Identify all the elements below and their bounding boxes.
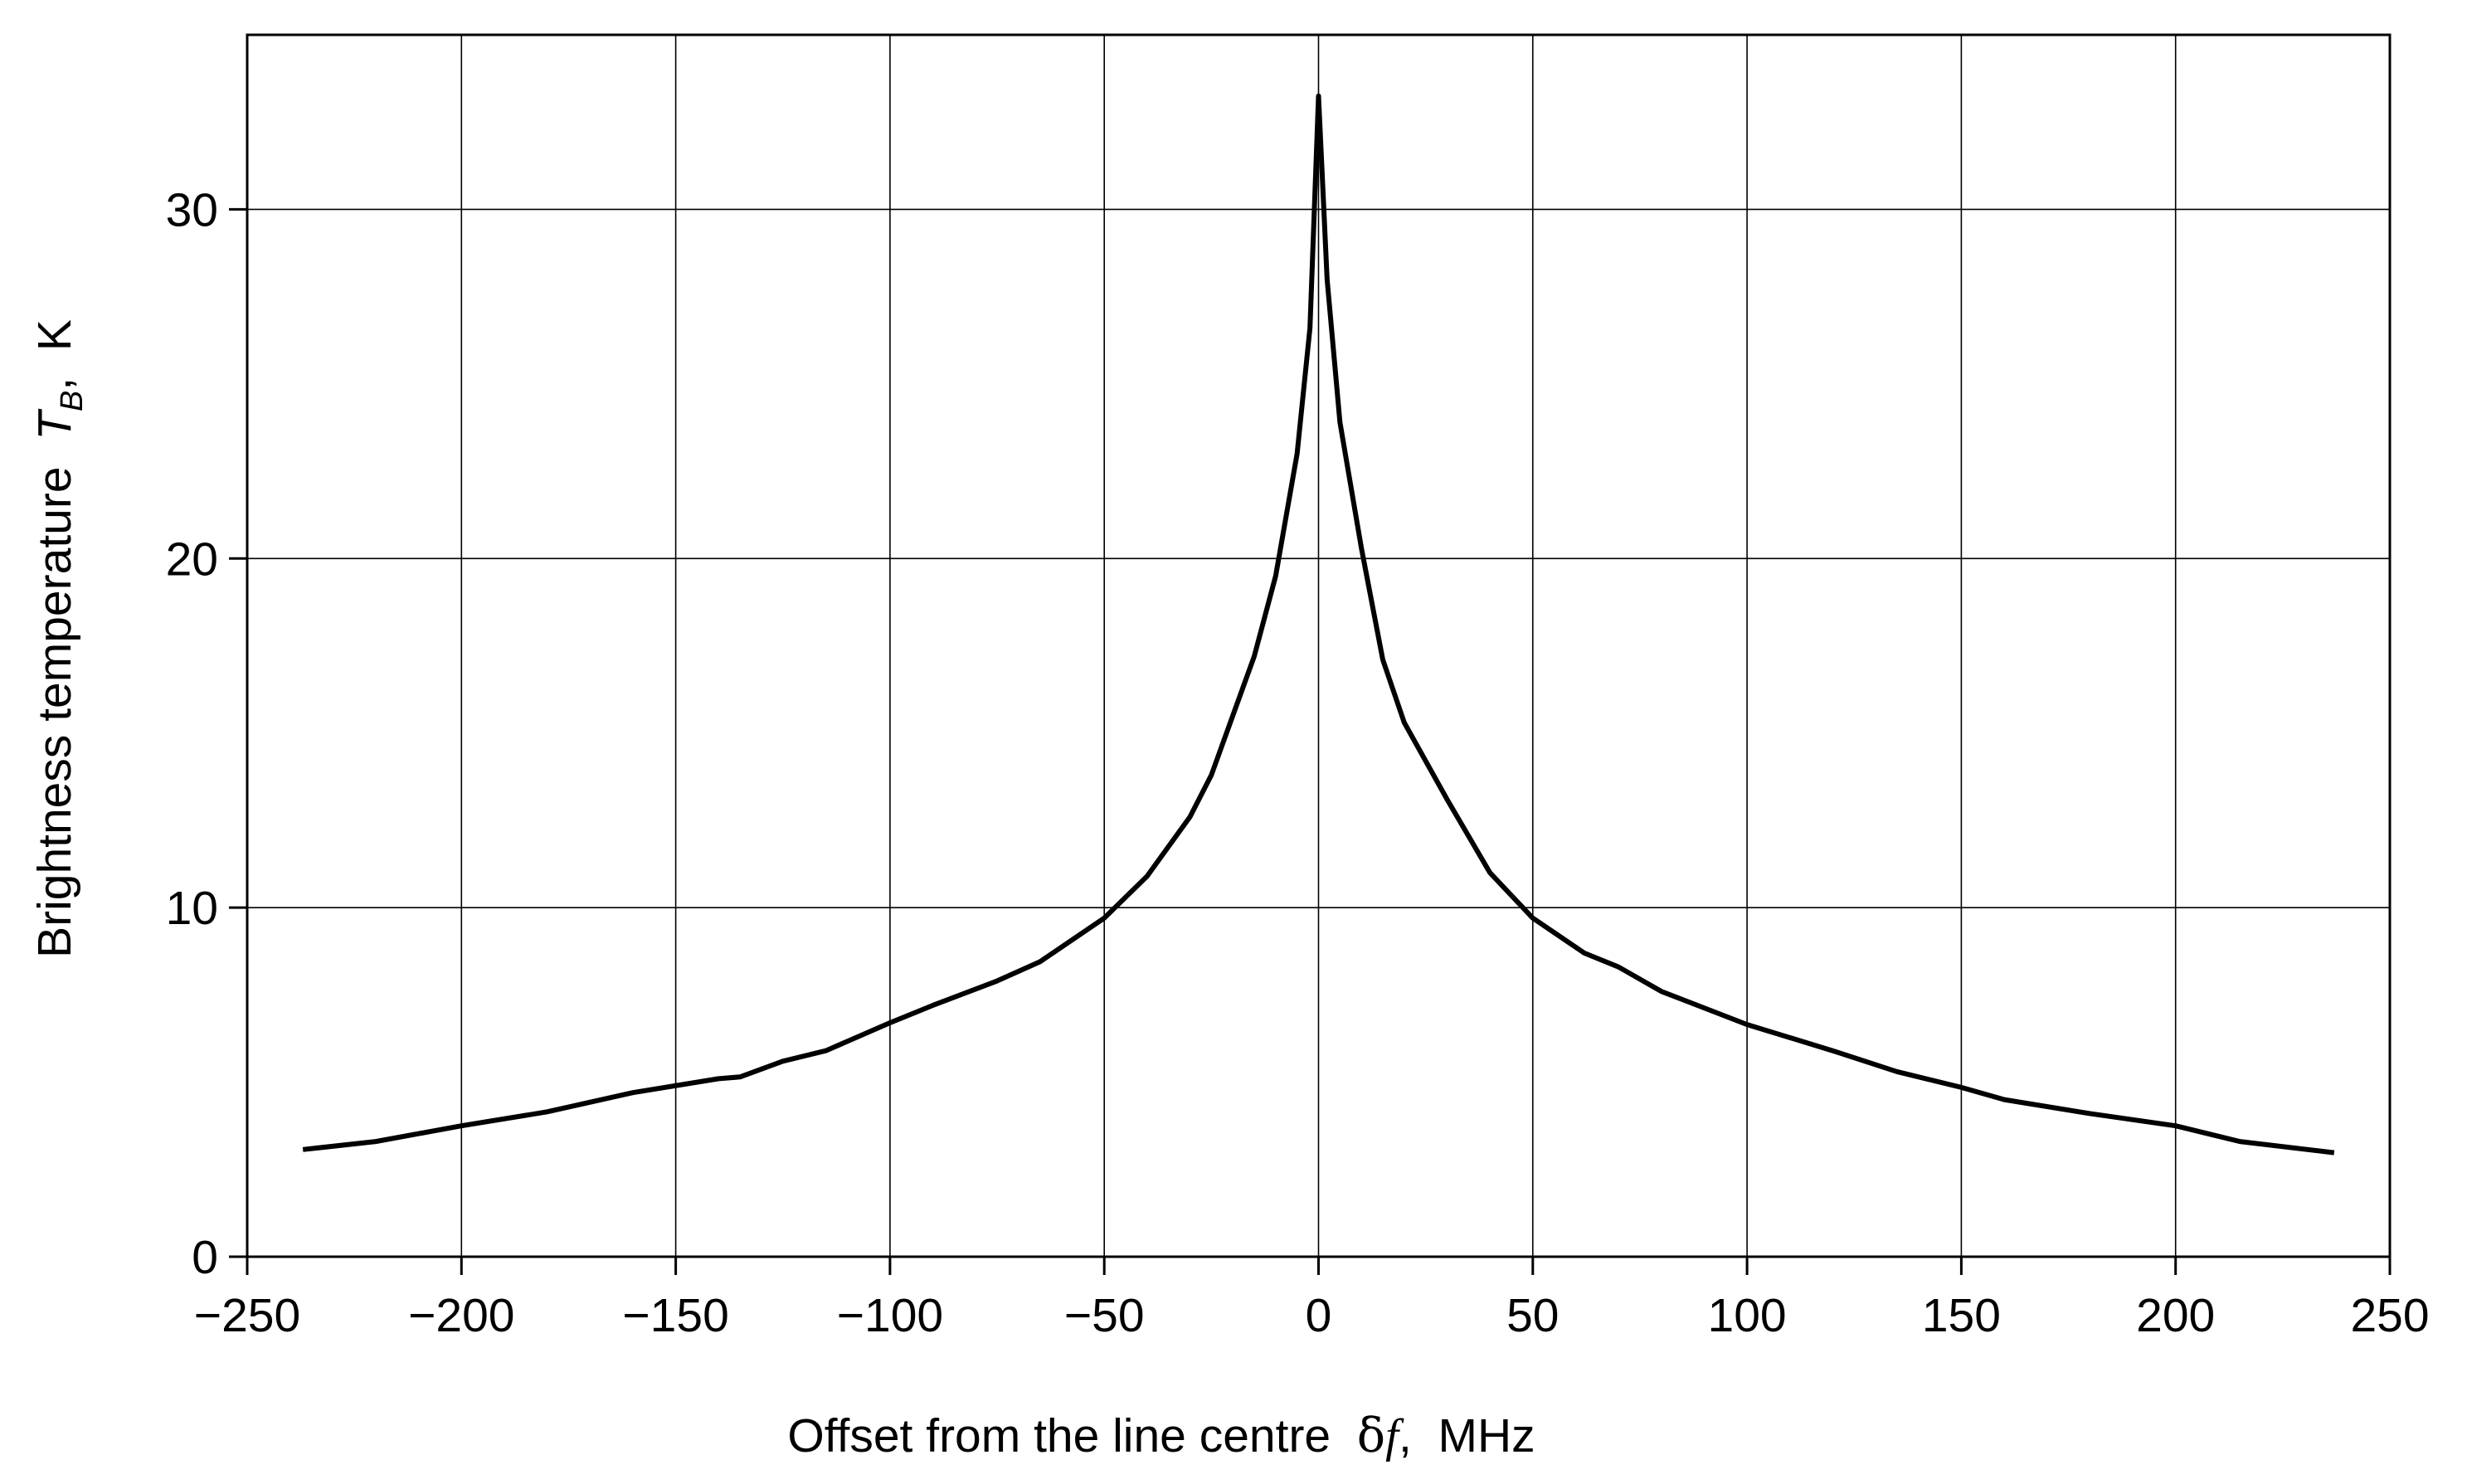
- x-tick-label: −150: [622, 1289, 728, 1342]
- x-tick-label: 100: [1708, 1289, 1787, 1342]
- y-tick-label: 0: [192, 1231, 218, 1284]
- x-tick-label: −250: [194, 1289, 300, 1342]
- x-tick-label: 150: [1922, 1289, 2001, 1342]
- y-axis-label: Brightness temperature TB, K: [28, 319, 90, 958]
- line: [302, 93, 2335, 1156]
- x-tick-label: −200: [408, 1289, 514, 1342]
- x-tick-label: 200: [2136, 1289, 2215, 1342]
- y-tick-label: 20: [166, 533, 218, 586]
- y-tick-label: 30: [166, 183, 218, 236]
- y-tick-label: 10: [166, 882, 218, 935]
- x-tick-label: 0: [1306, 1289, 1332, 1342]
- x-tick-label: −100: [837, 1289, 943, 1342]
- x-tick-label: 50: [1506, 1289, 1559, 1342]
- x-axis-label: Offset from the line centre δf, MHz: [787, 1409, 1535, 1463]
- x-tick-label: 250: [2350, 1289, 2429, 1342]
- x-tick-label: −50: [1064, 1289, 1145, 1342]
- grid: [246, 35, 2391, 1258]
